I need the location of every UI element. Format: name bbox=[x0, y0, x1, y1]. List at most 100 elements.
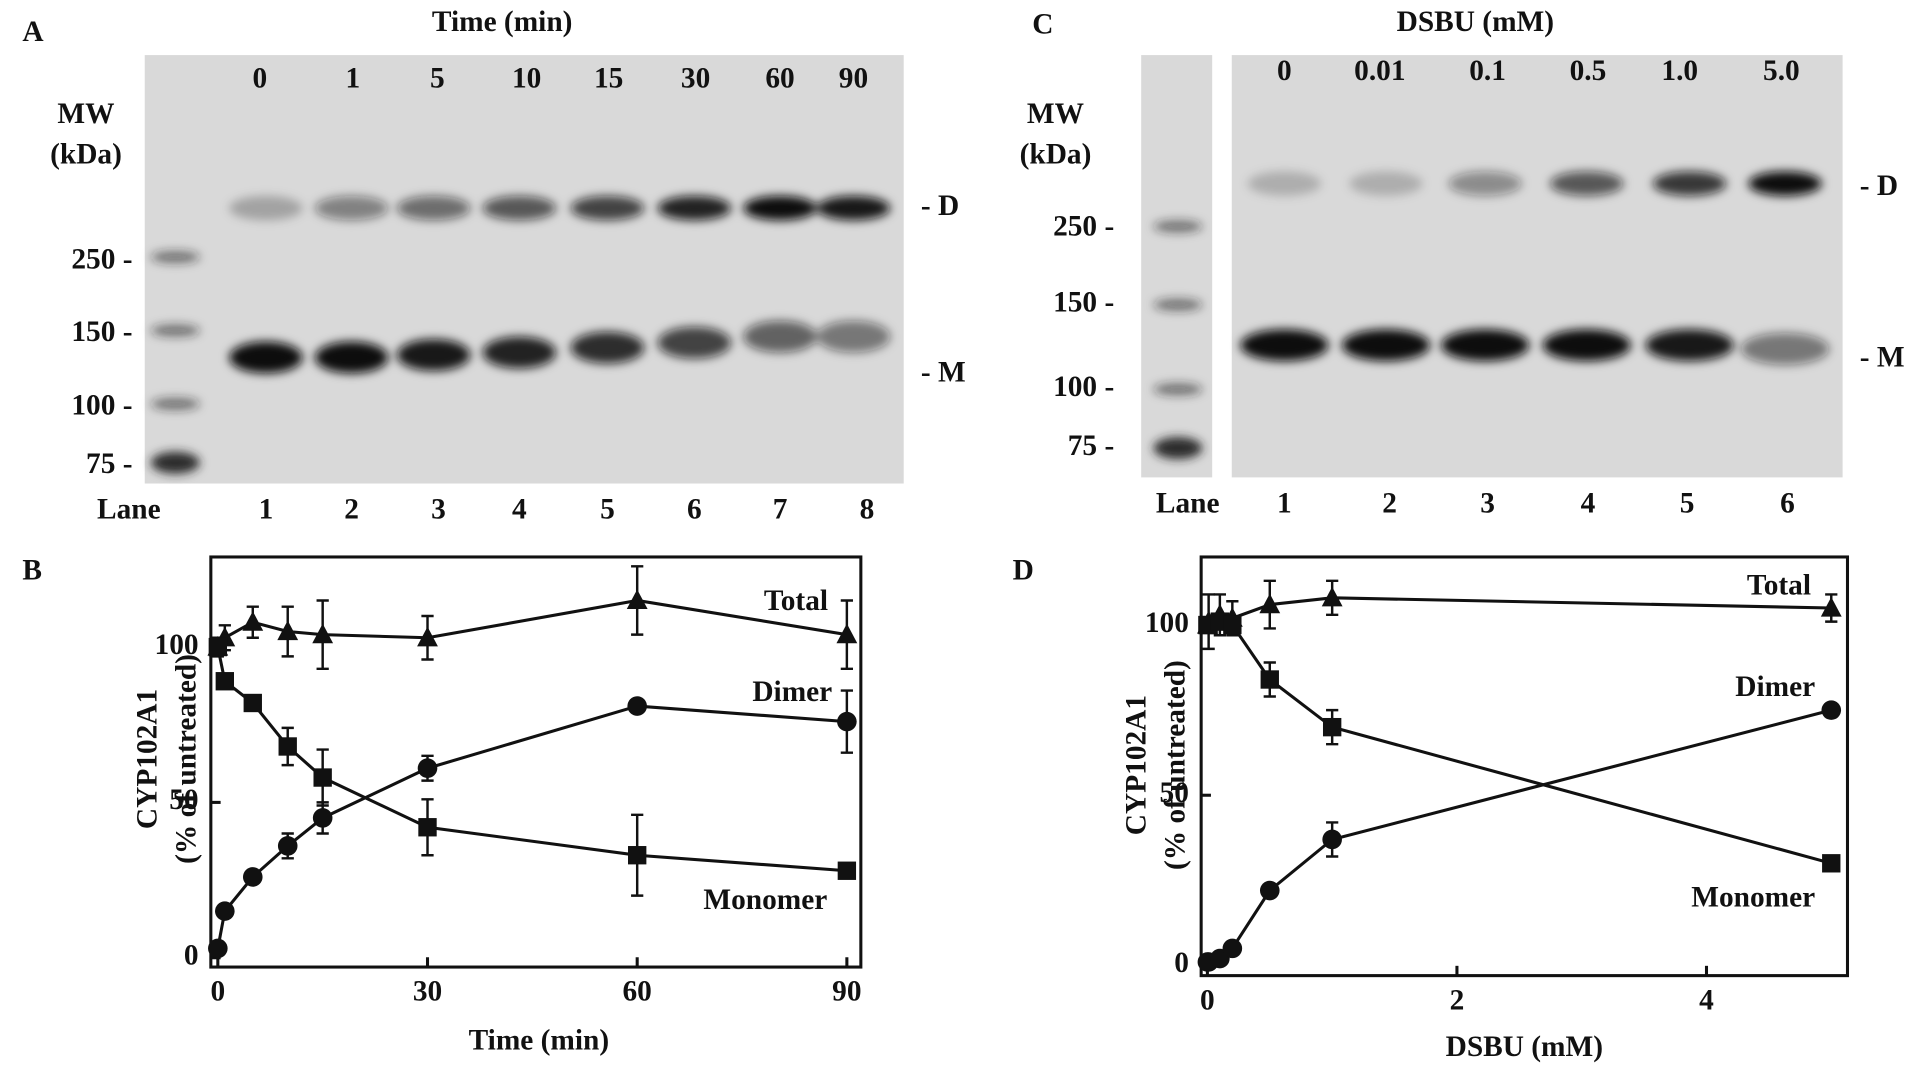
panel-label: A bbox=[22, 16, 43, 48]
dimer-band bbox=[314, 195, 389, 221]
lane-condition: 1 bbox=[345, 63, 360, 95]
data-point bbox=[837, 861, 857, 880]
dimer-band bbox=[1349, 171, 1423, 196]
y-tick-label: 0 bbox=[184, 939, 199, 971]
x-tick-label: 60 bbox=[623, 976, 652, 1008]
lane-number: 1 bbox=[259, 493, 274, 525]
y-tick-label: 50 bbox=[1160, 777, 1189, 809]
y-tick-label: 0 bbox=[1174, 947, 1189, 979]
dimer-band bbox=[1652, 171, 1727, 196]
data-point bbox=[1223, 615, 1242, 635]
lane-condition: 5.0 bbox=[1763, 55, 1800, 87]
data-point bbox=[1259, 880, 1280, 901]
data-point bbox=[1821, 700, 1842, 720]
gel-header: Time (min) bbox=[432, 6, 573, 38]
data-point bbox=[1260, 670, 1279, 689]
data-point bbox=[626, 589, 648, 610]
dimer-band bbox=[482, 195, 557, 221]
y-axis-label: CYP102A1 bbox=[1120, 695, 1152, 835]
data-point bbox=[417, 758, 438, 779]
data-point bbox=[277, 620, 299, 641]
mw-marker: 75 - bbox=[1068, 430, 1114, 462]
y-axis-label: (% of untreated) bbox=[1160, 660, 1192, 870]
y-axis-label: (% of untreated) bbox=[171, 654, 203, 864]
data-point bbox=[242, 611, 264, 631]
monomer-band bbox=[482, 336, 557, 369]
lane-number: 6 bbox=[1780, 487, 1795, 519]
monomer-band bbox=[1341, 329, 1431, 362]
y-axis-label: CYP102A1 bbox=[131, 689, 163, 829]
mw-marker: 150 - bbox=[1053, 287, 1114, 319]
gel-bands bbox=[150, 171, 1830, 474]
series-label: Total bbox=[1747, 569, 1811, 601]
lane-condition: 30 bbox=[681, 63, 710, 95]
mw-marker: 150 - bbox=[71, 316, 132, 348]
dimer-band bbox=[816, 195, 891, 221]
lane-condition: 90 bbox=[839, 63, 868, 95]
dimer-band bbox=[1550, 171, 1624, 196]
lane-number: 1 bbox=[1277, 487, 1292, 519]
monomer-band bbox=[1740, 332, 1830, 365]
series-label: Total bbox=[764, 585, 828, 617]
monomer-band bbox=[1542, 329, 1631, 362]
lane-condition: 0.1 bbox=[1469, 55, 1506, 87]
lane-number: 2 bbox=[1382, 487, 1397, 519]
lane-condition: 10 bbox=[512, 63, 541, 95]
dimer-band bbox=[657, 195, 732, 221]
series-line bbox=[216, 598, 848, 648]
ladder-band bbox=[1153, 220, 1203, 233]
ladder-band bbox=[150, 397, 200, 411]
dimer-band bbox=[570, 195, 645, 221]
ladder-band bbox=[150, 451, 200, 474]
monomer-band bbox=[314, 341, 389, 374]
lane-condition: 0 bbox=[1277, 55, 1292, 87]
x-tick-label: 0 bbox=[210, 976, 225, 1008]
ladder-band bbox=[150, 324, 200, 337]
y-tick-label: 100 bbox=[155, 629, 199, 661]
mw-marker: 75 - bbox=[86, 448, 132, 480]
dimer-band bbox=[743, 195, 817, 221]
monomer-band bbox=[229, 341, 303, 374]
panel-label: B bbox=[22, 555, 42, 587]
series-line bbox=[1207, 708, 1832, 964]
data-point bbox=[313, 768, 332, 787]
data-point bbox=[418, 818, 437, 837]
monomer-band bbox=[396, 339, 471, 371]
monomer-band bbox=[657, 326, 732, 359]
lane-number: 7 bbox=[773, 493, 788, 525]
lane-condition: 0.5 bbox=[1570, 55, 1607, 87]
mw-title: MW bbox=[57, 98, 114, 130]
data-point bbox=[836, 623, 858, 644]
mw-title: (kDa) bbox=[1020, 138, 1092, 170]
data-point bbox=[277, 836, 298, 856]
dimer-band bbox=[1448, 171, 1522, 196]
x-tick-label: 0 bbox=[1200, 984, 1215, 1016]
mw-title: MW bbox=[1027, 98, 1084, 130]
x-tick-label: 30 bbox=[413, 976, 442, 1008]
y-tick-label: 100 bbox=[1145, 607, 1189, 639]
dimer-band bbox=[229, 195, 303, 221]
lane-condition: 0.01 bbox=[1354, 55, 1405, 87]
ladder-band bbox=[1153, 383, 1203, 396]
y-tick-label: 50 bbox=[169, 784, 198, 816]
lane-title: Lane bbox=[97, 493, 161, 525]
lane-number: 8 bbox=[860, 493, 875, 525]
lane-condition: 0 bbox=[252, 63, 267, 95]
monomer-band bbox=[1645, 329, 1734, 362]
series-label: Monomer bbox=[703, 884, 827, 916]
lane-number: 5 bbox=[600, 493, 615, 525]
lane-condition: 15 bbox=[594, 63, 623, 95]
lane-condition: 1.0 bbox=[1661, 55, 1698, 87]
lane-number: 5 bbox=[1680, 487, 1695, 519]
data-point bbox=[1822, 854, 1841, 873]
dimer-band bbox=[1748, 171, 1822, 196]
data-point bbox=[1321, 586, 1343, 607]
lane-number: 3 bbox=[1480, 487, 1495, 519]
dimer-band bbox=[1247, 171, 1322, 196]
monomer-band bbox=[570, 331, 645, 364]
plot-frame bbox=[1199, 555, 1850, 978]
ladder-band bbox=[150, 250, 200, 264]
plot-frame bbox=[209, 555, 863, 969]
data-point bbox=[208, 938, 228, 959]
data-point bbox=[215, 672, 234, 691]
